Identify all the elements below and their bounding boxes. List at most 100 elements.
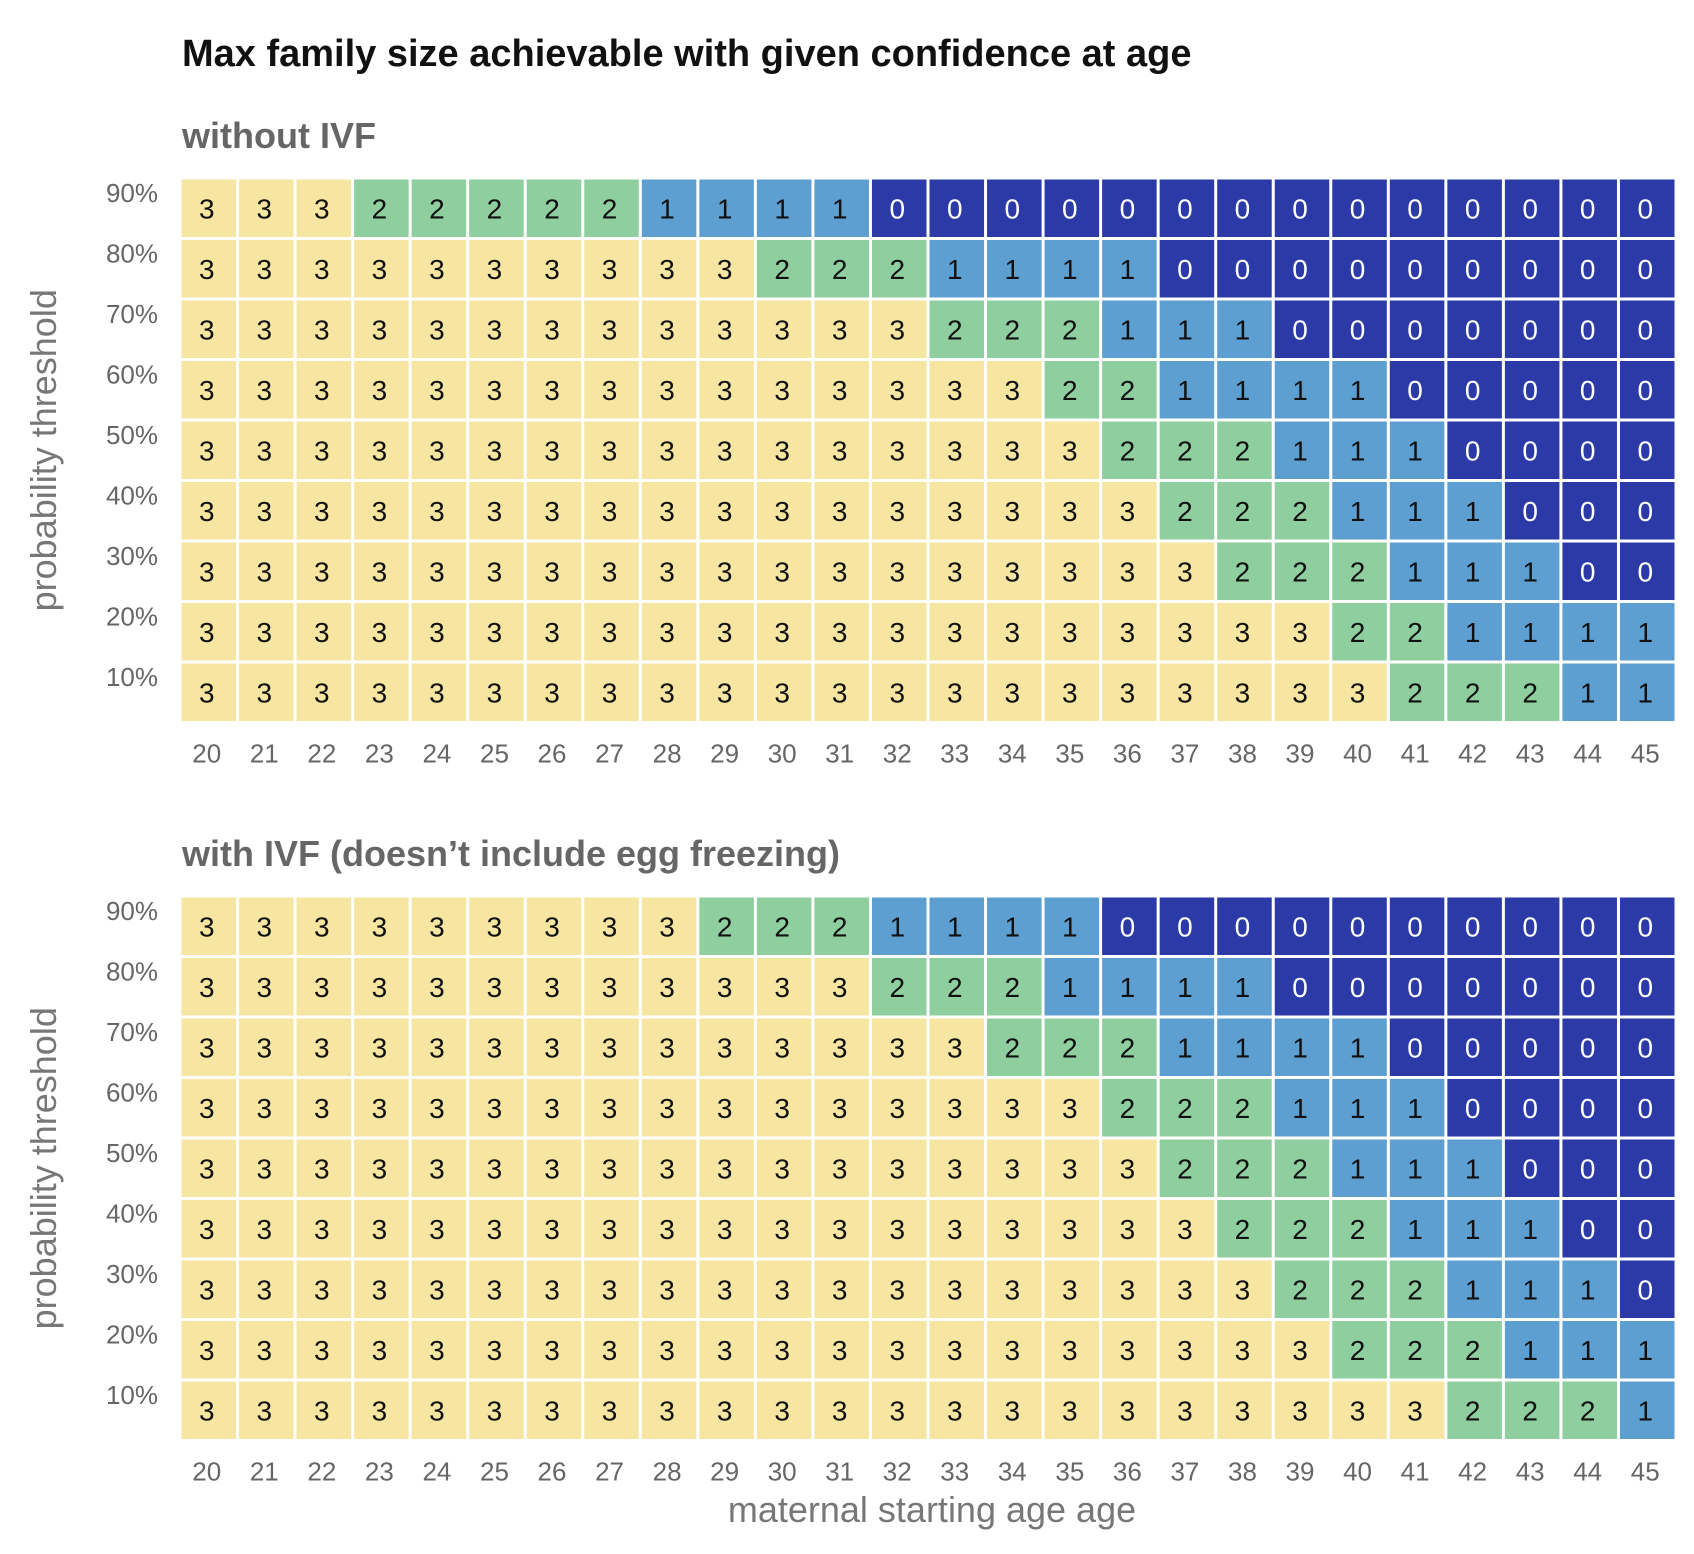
heatmap-cell bbox=[526, 1200, 582, 1258]
cell-value-label: 3 bbox=[257, 1395, 273, 1426]
x-tick-label: 43 bbox=[1516, 739, 1545, 769]
heatmap-cell bbox=[1159, 421, 1215, 479]
heatmap-cell bbox=[871, 1321, 927, 1379]
cell-value-label: 3 bbox=[774, 435, 790, 466]
heatmap-cell bbox=[987, 240, 1042, 298]
heatmap-cell bbox=[1562, 542, 1617, 600]
heatmap-cell bbox=[1044, 958, 1100, 1016]
cell-value-label: 0 bbox=[1350, 972, 1366, 1003]
cell-value-label: 0 bbox=[1522, 435, 1538, 466]
heatmap-cell bbox=[756, 603, 812, 661]
heatmap-cell bbox=[1619, 240, 1675, 298]
x-tick-label: 42 bbox=[1458, 739, 1487, 769]
cell-value-label: 0 bbox=[1637, 314, 1653, 345]
x-tick-label: 33 bbox=[940, 739, 969, 769]
heatmap-cell bbox=[929, 958, 985, 1016]
heatmap-cell bbox=[929, 897, 985, 955]
heatmap-cell bbox=[1619, 958, 1675, 1016]
x-tick-label: 34 bbox=[998, 1457, 1027, 1487]
heatmap-cell bbox=[871, 542, 927, 600]
heatmap-cell bbox=[1159, 542, 1215, 600]
heatmap-cell bbox=[756, 482, 812, 540]
cell-value-label: 3 bbox=[199, 375, 215, 406]
heatmap-cell bbox=[814, 361, 869, 419]
heatmap-cell bbox=[1332, 897, 1387, 955]
cell-value-label: 3 bbox=[602, 972, 618, 1003]
cell-value-label: 3 bbox=[832, 435, 848, 466]
cell-value-label: 0 bbox=[1637, 1093, 1653, 1124]
heatmap-cell bbox=[181, 1321, 237, 1379]
heatmap-cell bbox=[526, 300, 582, 358]
heatmap-cell bbox=[1102, 1381, 1157, 1439]
heatmap-cell bbox=[1274, 421, 1330, 479]
cell-value-label: 3 bbox=[314, 1395, 330, 1426]
heatmap-cell bbox=[1217, 1200, 1272, 1258]
cell-value-label: 2 bbox=[889, 254, 905, 285]
y-tick-label: 50% bbox=[106, 420, 158, 450]
cell-value-label: 2 bbox=[602, 193, 618, 224]
cell-value-label: 0 bbox=[1465, 1093, 1481, 1124]
cell-value-label: 2 bbox=[1522, 1395, 1538, 1426]
cell-value-label: 1 bbox=[889, 911, 905, 942]
heatmap-cell bbox=[354, 1260, 409, 1318]
heatmap-cell bbox=[1447, 300, 1502, 358]
y-tick-label: 30% bbox=[106, 541, 158, 571]
cell-value-label: 3 bbox=[372, 1032, 388, 1063]
heatmap-cell bbox=[354, 1139, 409, 1197]
heatmap-cell bbox=[526, 542, 582, 600]
cell-value-label: 1 bbox=[1062, 254, 1078, 285]
x-tick-label: 31 bbox=[825, 739, 854, 769]
heatmap-cell bbox=[584, 1321, 639, 1379]
heatmap-cell bbox=[699, 542, 754, 600]
cell-value-label: 3 bbox=[659, 1274, 675, 1305]
heatmap-cell bbox=[1447, 1260, 1502, 1318]
heatmap-cell bbox=[1274, 1321, 1330, 1379]
cell-value-label: 3 bbox=[889, 1395, 905, 1426]
heatmap-cell bbox=[1217, 1321, 1272, 1379]
x-tick-label: 38 bbox=[1228, 739, 1257, 769]
heatmap-cell bbox=[814, 1018, 869, 1076]
heatmap-cell bbox=[584, 179, 639, 237]
cell-value-label: 3 bbox=[544, 1032, 560, 1063]
heatmap-cell bbox=[1504, 1321, 1560, 1379]
heatmap-cell bbox=[1217, 958, 1272, 1016]
cell-value-label: 3 bbox=[602, 617, 618, 648]
cell-value-label: 1 bbox=[1465, 496, 1481, 527]
cell-value-label: 3 bbox=[602, 556, 618, 587]
heatmap-cell bbox=[641, 300, 697, 358]
x-tick-label: 30 bbox=[768, 1457, 797, 1487]
heatmap-cell bbox=[181, 897, 237, 955]
cell-value-label: 2 bbox=[429, 193, 445, 224]
heatmap-cell bbox=[1389, 300, 1445, 358]
heatmap-cell bbox=[1044, 663, 1100, 721]
heatmap-cell bbox=[469, 1139, 524, 1197]
cell-value-label: 1 bbox=[1407, 556, 1423, 587]
cell-value-label: 3 bbox=[372, 435, 388, 466]
heatmap-cell bbox=[584, 1381, 639, 1439]
cell-value-label: 2 bbox=[1407, 617, 1423, 648]
cell-value-label: 3 bbox=[257, 1335, 273, 1366]
cell-value-label: 2 bbox=[1292, 1153, 1308, 1184]
x-tick-label: 40 bbox=[1343, 1457, 1372, 1487]
cell-value-label: 3 bbox=[199, 1214, 215, 1245]
cell-value-label: 3 bbox=[832, 496, 848, 527]
cell-value-label: 0 bbox=[1522, 254, 1538, 285]
cell-value-label: 0 bbox=[1465, 314, 1481, 345]
cell-value-label: 0 bbox=[1177, 193, 1193, 224]
heatmap-cell bbox=[814, 240, 869, 298]
heatmap-cell bbox=[756, 1200, 812, 1258]
heatmap-cell bbox=[296, 1079, 352, 1137]
cell-value-label: 1 bbox=[1235, 314, 1251, 345]
cell-value-label: 3 bbox=[1062, 1335, 1078, 1366]
heatmap-cell bbox=[871, 603, 927, 661]
heatmap-cell bbox=[1274, 179, 1330, 237]
heatmap-cell bbox=[1389, 361, 1445, 419]
heatmap-cell bbox=[987, 361, 1042, 419]
heatmap-cell bbox=[1504, 897, 1560, 955]
heatmap-cell bbox=[296, 361, 352, 419]
heatmap-cell bbox=[354, 958, 409, 1016]
heatmap-cell bbox=[756, 1260, 812, 1318]
heatmap-cell bbox=[469, 542, 524, 600]
heatmap-cell bbox=[1562, 1079, 1617, 1137]
heatmap-cell bbox=[181, 482, 237, 540]
